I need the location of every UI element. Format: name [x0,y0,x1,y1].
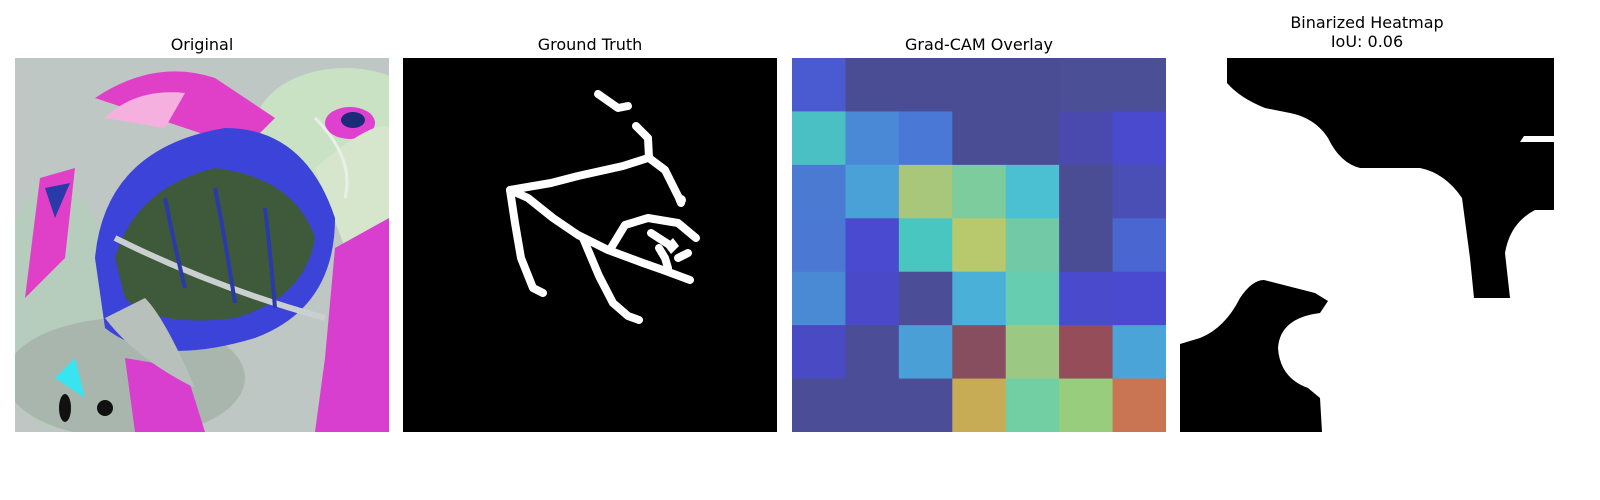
heatmap-cell [1059,58,1114,112]
binarized-mask [1180,58,1554,432]
original-image [15,58,389,432]
panel-ground-truth: Ground Truth [403,0,777,440]
heatmap-cell [1112,58,1166,112]
heatmap-cell [792,111,846,166]
heatmap-cell [1112,218,1166,273]
heatmap-cell [1112,164,1166,219]
heatmap-cell [1059,164,1114,219]
heatmap-cell [1059,325,1114,380]
heatmap-cell [1059,378,1114,432]
heatmap-cell [1005,164,1060,219]
heatmap-cell [845,325,900,380]
heatmap-cell [1005,111,1060,166]
heatmap-cell [898,271,953,326]
heatmap-cell [952,111,1007,166]
ground-truth-mask [403,58,777,432]
panel-original: Original [15,0,389,440]
heatmap-cell [952,164,1007,219]
heatmap-cell [792,378,846,432]
heatmap-cell [898,378,953,432]
heatmap-cell [1112,111,1166,166]
panel-title-text: Binarized Heatmap [1290,13,1444,32]
heatmap-cell [1005,325,1060,380]
heatmap-cell [898,164,953,219]
iou-label: IoU: 0.06 [1330,32,1404,51]
panel-title-text: Original [170,35,234,54]
heatmap-cell [1112,378,1166,432]
heatmap-cell [792,325,846,380]
heatmap-cell [1112,271,1166,326]
heatmap-cell [1005,58,1060,112]
heatmap-cell [792,58,846,112]
heatmap-cell [898,325,953,380]
heatmap-cell [898,111,953,166]
panel-title: Ground Truth [403,35,777,54]
panel-gradcam-overlay: Grad-CAM Overlay [792,0,1166,440]
heatmap-cell [845,271,900,326]
heatmap-cell [845,164,900,219]
heatmap-cell [1059,111,1114,166]
panel-title: Binarized Heatmap IoU: 0.06 [1180,13,1554,51]
gradcam-heatmap [792,58,1166,432]
heatmap-cell [952,378,1007,432]
panel-title: Grad-CAM Overlay [792,35,1166,54]
heatmap-cell [1059,271,1114,326]
heatmap-cell [952,325,1007,380]
heatmap-cell [898,58,953,112]
heatmap-cell [952,218,1007,273]
heatmap-cell [898,218,953,273]
heatmap-cell [1005,218,1060,273]
heatmap-cell [952,271,1007,326]
panel-binarized-heatmap: Binarized Heatmap IoU: 0.06 [1180,0,1554,440]
heatmap-cell [845,58,900,112]
panel-title: Original [15,35,389,54]
heatmap-cell [1059,218,1114,273]
heatmap-cell [1005,271,1060,326]
heatmap-cell [792,218,846,273]
panel-title-text: Ground Truth [537,35,643,54]
heatmap-cell [845,218,900,273]
heatmap-cell [792,164,846,219]
panel-title-text: Grad-CAM Overlay [905,35,1053,54]
heatmap-cell [1112,325,1166,380]
heatmap-cell [845,378,900,432]
heatmap-cell [1005,378,1060,432]
heatmap-cell [952,58,1007,112]
heatmap-cell [792,271,846,326]
heatmap-cell [845,111,900,166]
